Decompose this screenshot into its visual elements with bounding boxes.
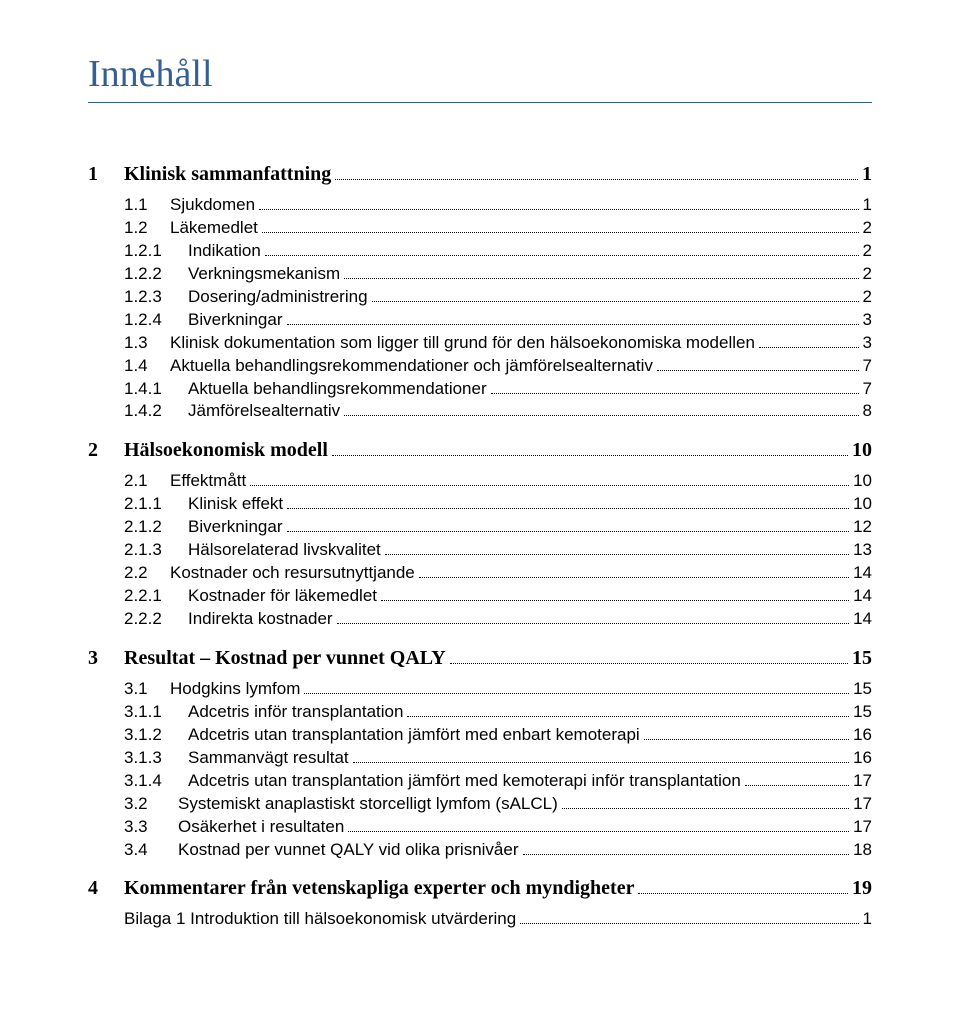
toc-appendix: Bilaga 1 Introduktion till hälsoekonomis… — [124, 908, 872, 931]
toc-entry: 1.1Sjukdomen 1 — [124, 194, 872, 217]
document-page: Innehåll 1Klinisk sammanfattning 1 1.1Sj… — [0, 0, 960, 1011]
toc-entry: 3.1.4Adcetris utan transplantation jämfö… — [124, 770, 872, 793]
toc-chapter: 3Resultat – Kostnad per vunnet QALY 15 — [88, 645, 872, 672]
toc-entry: 3.1.2Adcetris utan transplantation jämfö… — [124, 724, 872, 747]
toc-entry: 3.1.3Sammanvägt resultat 16 — [124, 747, 872, 770]
toc-entry: 2.2.1Kostnader för läkemedlet 14 — [124, 585, 872, 608]
toc-entry: 1.2Läkemedlet 2 — [124, 217, 872, 240]
toc-entry: 2.2Kostnader och resursutnyttjande 14 — [124, 562, 872, 585]
toc-entry: 1.2.3Dosering/administrering 2 — [124, 286, 872, 309]
toc-chapter: 1Klinisk sammanfattning 1 — [88, 161, 872, 188]
toc-entry: 3.3Osäkerhet i resultaten 17 — [124, 816, 872, 839]
toc-entry: 1.4Aktuella behandlingsrekommendationer … — [124, 355, 872, 378]
title-rule — [88, 102, 872, 103]
toc-chapter: 2Hälsoekonomisk modell 10 — [88, 437, 872, 464]
toc-entry: 1.3Klinisk dokumentation som ligger till… — [124, 332, 872, 355]
toc-page-number: 1 — [862, 161, 872, 188]
toc-entry: 3.4Kostnad per vunnet QALY vid olika pri… — [124, 839, 872, 862]
table-of-contents: 1Klinisk sammanfattning 1 1.1Sjukdomen 1… — [88, 161, 872, 931]
toc-chapter: 4Kommentarer från vetenskapliga experter… — [88, 875, 872, 902]
toc-entry: 1.2.2Verkningsmekanism 2 — [124, 263, 872, 286]
toc-entry: 2.2.2Indirekta kostnader 14 — [124, 608, 872, 631]
toc-leader-dots — [335, 179, 858, 180]
toc-entry: 1.4.2Jämförelsealternativ 8 — [124, 400, 872, 423]
page-title: Innehåll — [88, 52, 872, 96]
toc-entry: 2.1.2Biverkningar 12 — [124, 516, 872, 539]
toc-entry: 3.1Hodgkins lymfom 15 — [124, 678, 872, 701]
toc-entry: 2.1.1Klinisk effekt 10 — [124, 493, 872, 516]
toc-entry: 1.2.4Biverkningar 3 — [124, 309, 872, 332]
toc-entry: 2.1.3Hälsorelaterad livskvalitet 13 — [124, 539, 872, 562]
toc-entry: 1.4.1Aktuella behandlingsrekommendatione… — [124, 378, 872, 401]
toc-entry: 3.1.1Adcetris inför transplantation 15 — [124, 701, 872, 724]
toc-entry: 1.2.1Indikation 2 — [124, 240, 872, 263]
toc-entry: 2.1Effektmått 10 — [124, 470, 872, 493]
toc-entry: 3.2Systemiskt anaplastiskt storcelligt l… — [124, 793, 872, 816]
toc-entry-label: 1Klinisk sammanfattning — [88, 161, 331, 188]
